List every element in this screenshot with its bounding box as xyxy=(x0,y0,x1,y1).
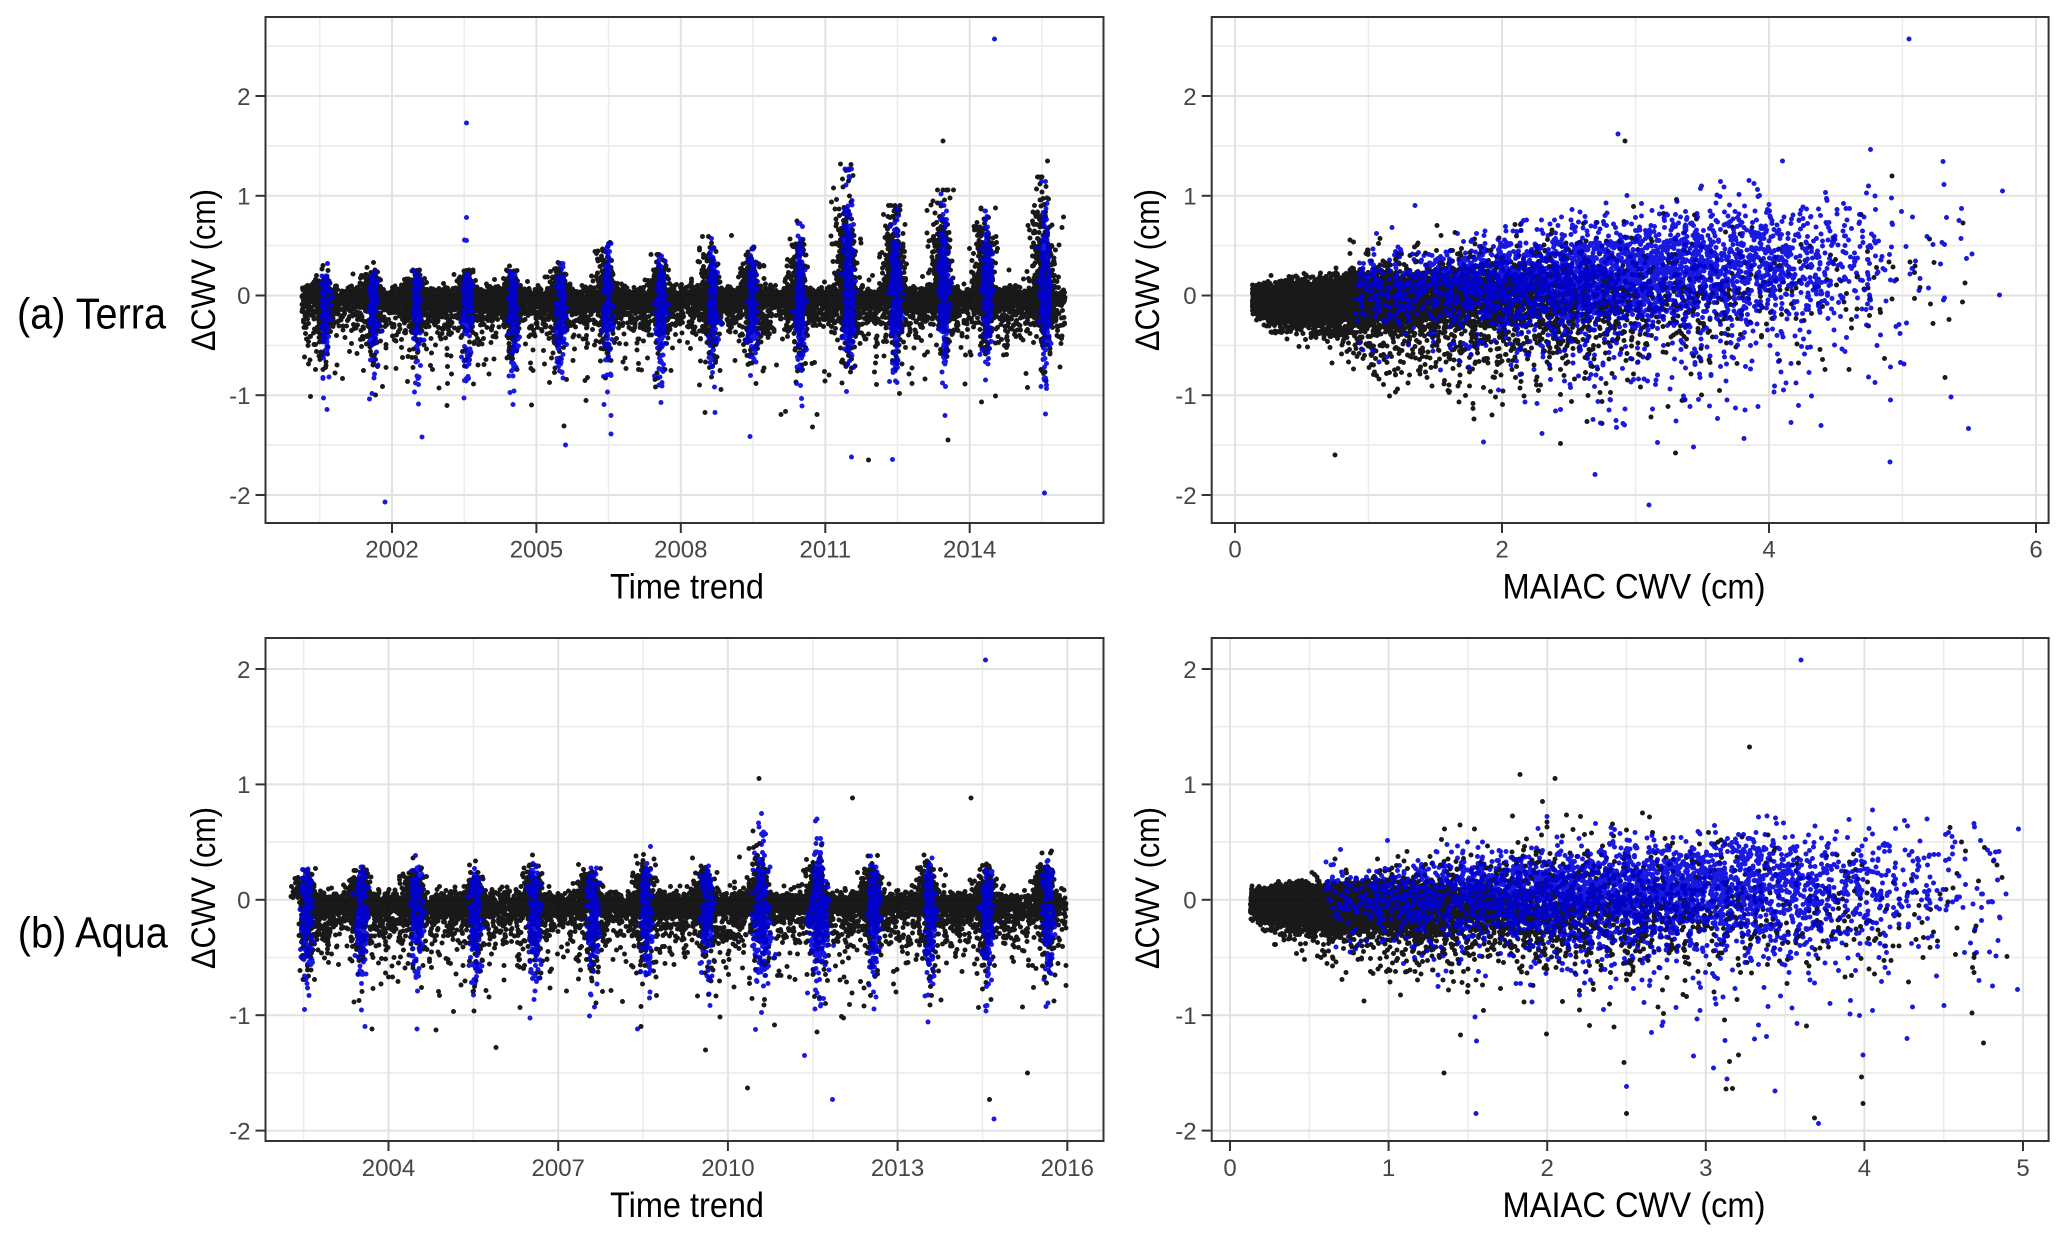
svg-text:2004: 2004 xyxy=(362,1155,415,1182)
svg-text:2007: 2007 xyxy=(532,1155,585,1182)
svg-text:Time trend: Time trend xyxy=(610,568,764,607)
svg-text:2011: 2011 xyxy=(799,537,851,564)
svg-text:0: 0 xyxy=(1228,537,1241,564)
svg-text:(b) Aqua: (b) Aqua xyxy=(18,908,168,957)
svg-text:6: 6 xyxy=(2029,537,2042,564)
svg-text:2008: 2008 xyxy=(654,537,707,564)
svg-text:0: 0 xyxy=(1183,283,1196,310)
svg-text:ΔCWV (cm): ΔCWV (cm) xyxy=(185,807,223,969)
svg-text:0: 0 xyxy=(1223,1155,1236,1182)
svg-text:ΔCWV (cm): ΔCWV (cm) xyxy=(185,189,223,351)
svg-text:1: 1 xyxy=(237,772,250,799)
svg-text:-1: -1 xyxy=(229,1003,250,1030)
svg-text:-1: -1 xyxy=(229,383,250,410)
svg-text:4: 4 xyxy=(1858,1155,1871,1182)
svg-text:2010: 2010 xyxy=(701,1155,754,1182)
svg-text:2: 2 xyxy=(1183,84,1196,111)
svg-text:0: 0 xyxy=(1183,888,1196,915)
svg-text:-2: -2 xyxy=(1175,1118,1196,1145)
svg-text:2005: 2005 xyxy=(510,537,563,564)
svg-text:2: 2 xyxy=(1183,657,1196,684)
svg-text:Time trend: Time trend xyxy=(610,1186,764,1225)
svg-text:2002: 2002 xyxy=(365,537,418,564)
svg-text:2014: 2014 xyxy=(943,537,996,564)
svg-text:1: 1 xyxy=(1382,1155,1395,1182)
svg-text:4: 4 xyxy=(1762,537,1775,564)
svg-text:2013: 2013 xyxy=(871,1155,924,1182)
svg-text:0: 0 xyxy=(237,888,250,915)
svg-text:ΔCWV (cm): ΔCWV (cm) xyxy=(1129,807,1167,969)
svg-text:(a) Terra: (a) Terra xyxy=(17,290,166,339)
svg-text:-2: -2 xyxy=(229,1118,250,1145)
svg-text:2: 2 xyxy=(237,84,250,111)
svg-text:3: 3 xyxy=(1699,1155,1712,1182)
svg-text:-2: -2 xyxy=(229,483,250,510)
svg-text:MAIAC CWV (cm): MAIAC CWV (cm) xyxy=(1503,1186,1766,1225)
svg-text:-1: -1 xyxy=(1175,1003,1196,1030)
svg-text:MAIAC CWV (cm): MAIAC CWV (cm) xyxy=(1503,568,1766,607)
svg-text:5: 5 xyxy=(2016,1155,2029,1182)
svg-text:1: 1 xyxy=(237,184,250,211)
svg-text:2: 2 xyxy=(1495,537,1508,564)
svg-text:1: 1 xyxy=(1183,772,1196,799)
svg-text:-1: -1 xyxy=(1175,383,1196,410)
svg-text:2016: 2016 xyxy=(1041,1155,1094,1182)
svg-text:2: 2 xyxy=(237,657,250,684)
svg-text:ΔCWV (cm): ΔCWV (cm) xyxy=(1129,189,1167,351)
svg-text:2: 2 xyxy=(1541,1155,1554,1182)
svg-text:0: 0 xyxy=(237,283,250,310)
svg-text:-2: -2 xyxy=(1175,483,1196,510)
svg-text:1: 1 xyxy=(1183,184,1196,211)
